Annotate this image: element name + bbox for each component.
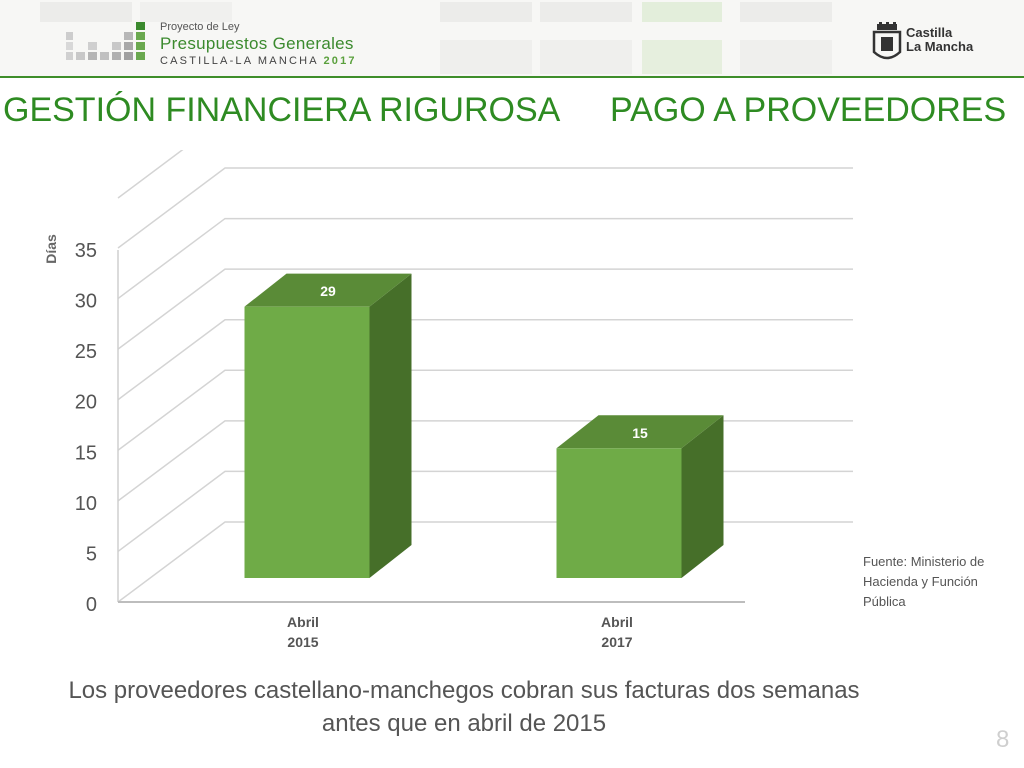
gridline bbox=[117, 318, 853, 401]
bar-1: 29 bbox=[244, 273, 412, 578]
y-tick-label: 20 bbox=[75, 392, 97, 414]
axes bbox=[117, 250, 745, 603]
bars: 29 15 bbox=[244, 273, 724, 578]
x-category-label: Abril 2017 bbox=[601, 614, 633, 650]
gridline bbox=[117, 521, 853, 603]
y-axis-label: Días bbox=[43, 234, 59, 264]
data-label: 15 bbox=[632, 425, 648, 441]
logo-line3: CASTILLA-LA MANCHA 2017 bbox=[160, 54, 357, 68]
y-tick-label: 5 bbox=[86, 543, 97, 565]
bar-chart: 0 5 10 15 20 25 30 35 29 15 Abril 2015 Abril 2017 D… bbox=[43, 150, 853, 650]
gridline bbox=[117, 268, 853, 350]
gridline bbox=[117, 167, 853, 249]
page-number: 8 bbox=[996, 726, 1010, 753]
budget-logo-icon bbox=[66, 22, 145, 60]
region-logo-text: Castilla La Mancha bbox=[906, 26, 973, 54]
x-category-label: Abril 2015 bbox=[287, 614, 319, 650]
slide-title-left: GESTIÓN FINANCIERA RIGUROSA bbox=[3, 91, 561, 129]
bar-top bbox=[556, 415, 724, 449]
gridline bbox=[117, 470, 853, 553]
y-tick-label: 15 bbox=[75, 442, 97, 464]
source-note: Fuente: Ministerio de Hacienda y Función… bbox=[863, 554, 985, 609]
y-tick-label: 35 bbox=[75, 240, 97, 262]
region-crest-icon bbox=[872, 22, 902, 60]
logo-line1: Proyecto de Ley bbox=[160, 21, 240, 33]
bar-2: 15 bbox=[556, 415, 724, 578]
bar-side bbox=[369, 273, 412, 578]
y-tick-label: 30 bbox=[75, 291, 97, 313]
slide-caption: Los proveedores castellano-manchegos cob… bbox=[68, 677, 860, 737]
gridline bbox=[117, 150, 184, 199]
region-line1: Castilla bbox=[906, 25, 953, 40]
gridline bbox=[117, 420, 853, 502]
logo-region: CASTILLA-LA MANCHA bbox=[160, 55, 319, 67]
bar-side bbox=[681, 415, 724, 578]
bar-front bbox=[556, 448, 682, 578]
logo-year: 2017 bbox=[323, 55, 357, 67]
logo-line2: Presupuestos Generales bbox=[160, 34, 354, 53]
bar-top bbox=[244, 273, 412, 307]
region-line2: La Mancha bbox=[906, 39, 974, 54]
gridline bbox=[117, 217, 853, 300]
y-tick-label: 10 bbox=[75, 493, 97, 515]
budget-logo-text: Proyecto de Ley Presupuestos Generales C… bbox=[160, 21, 357, 68]
y-tick-label: 0 bbox=[86, 594, 97, 616]
data-label: 29 bbox=[320, 283, 336, 299]
gridline bbox=[117, 369, 853, 451]
x-category-labels: Abril 2015 Abril 2017 bbox=[287, 614, 633, 650]
bar-front bbox=[244, 306, 370, 578]
slide-title-right: PAGO A PROVEEDORES bbox=[610, 91, 1007, 129]
y-tick-label: 25 bbox=[75, 341, 97, 363]
y-tick-labels: 0 5 10 15 20 25 30 35 bbox=[75, 240, 97, 616]
gridlines bbox=[117, 150, 853, 603]
header-rule bbox=[0, 76, 1024, 78]
header-pattern bbox=[40, 2, 832, 74]
